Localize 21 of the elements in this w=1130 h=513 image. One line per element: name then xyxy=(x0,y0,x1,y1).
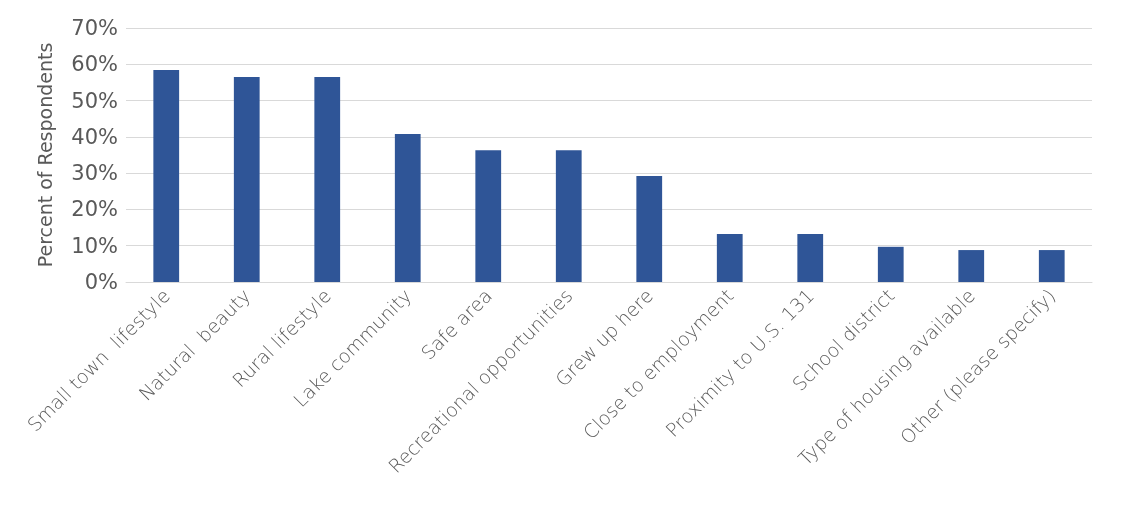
bar xyxy=(555,150,582,282)
bar xyxy=(877,246,904,282)
bar xyxy=(153,70,180,282)
y-tick-label: 0% xyxy=(84,270,118,294)
bar xyxy=(1038,250,1065,282)
bar xyxy=(314,76,341,282)
y-tick-label: 70% xyxy=(71,16,118,40)
y-tick-label: 60% xyxy=(71,52,118,77)
bar xyxy=(636,176,663,282)
y-tick-label: 40% xyxy=(71,124,118,149)
bar xyxy=(958,250,985,282)
bar xyxy=(475,150,502,282)
y-tick-label: 10% xyxy=(71,233,118,258)
y-tick-label: 30% xyxy=(71,161,118,186)
bar xyxy=(233,76,260,282)
y-tick-label: 20% xyxy=(71,197,118,222)
y-tick-label: 50% xyxy=(71,88,118,113)
bar xyxy=(716,234,743,282)
y-axis-title: Percent of Respondents xyxy=(33,42,56,268)
bar xyxy=(797,234,824,282)
bar xyxy=(394,133,421,282)
